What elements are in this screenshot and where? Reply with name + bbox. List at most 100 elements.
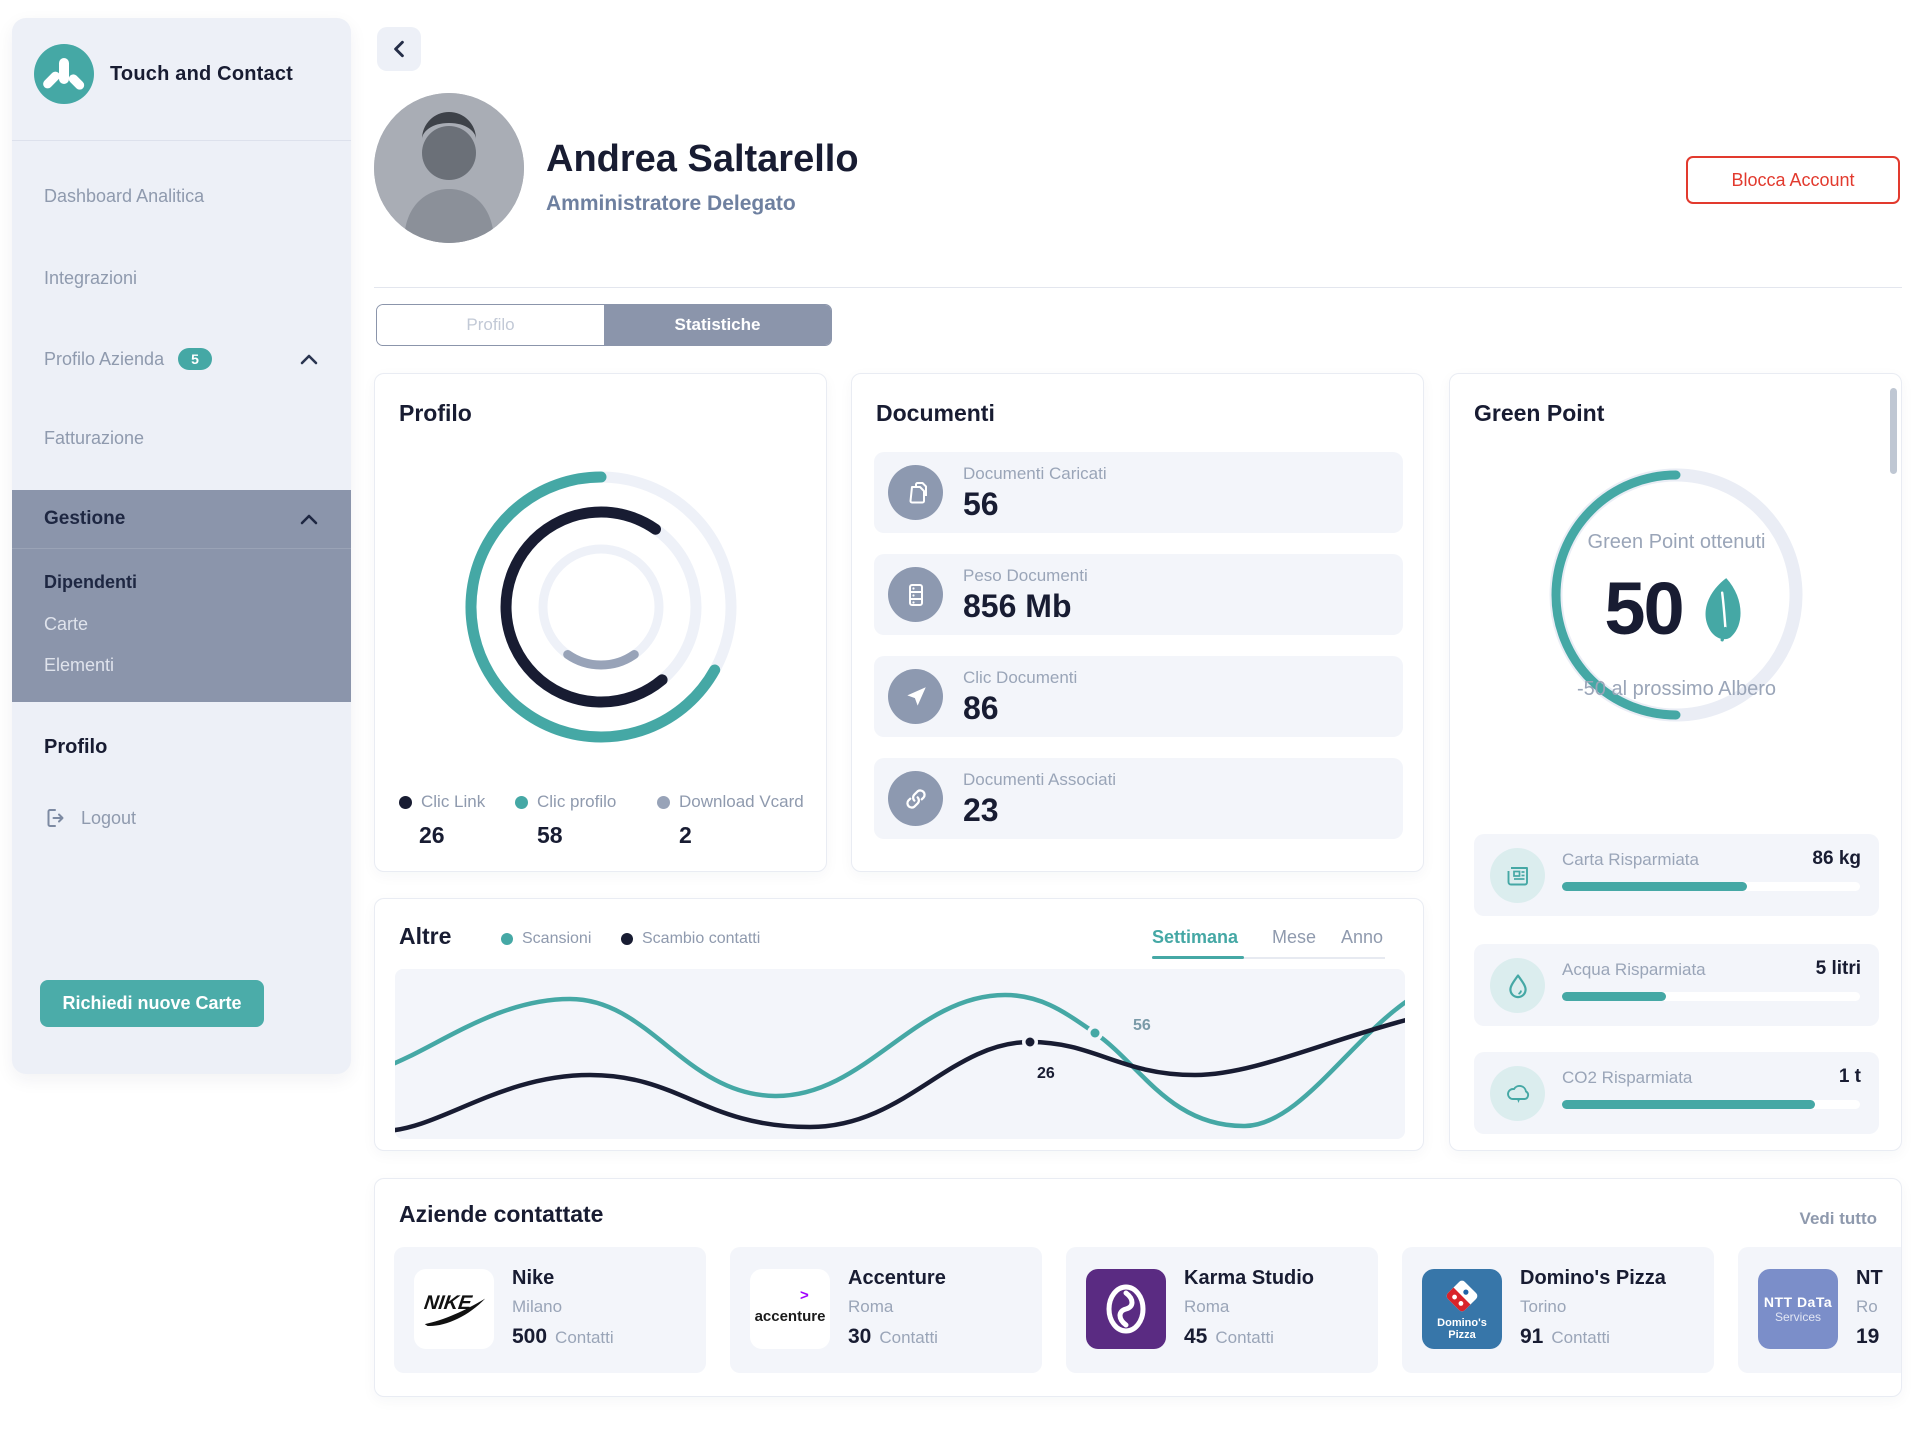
eco-row-carta: Carta Risparmiata 86 kg xyxy=(1474,834,1879,916)
legend-dot xyxy=(657,795,670,809)
request-new-cards-button[interactable]: Richiedi nuove Carte xyxy=(40,980,264,1027)
company-card-ntt-data[interactable]: NTT DaTa Services NT Ro 19 xyxy=(1738,1247,1901,1373)
stat-value: 86 xyxy=(963,690,999,726)
sidebar-item-integrazioni[interactable]: Integrazioni xyxy=(44,268,137,289)
send-icon xyxy=(888,669,943,724)
stat-label: Documenti Associati xyxy=(963,770,1117,789)
chevron-up-icon[interactable] xyxy=(300,514,318,525)
main-content: Andrea Saltarello Amministratore Delegat… xyxy=(374,0,1902,1449)
app-title: Touch and Contact xyxy=(110,62,294,85)
count-number: 30 xyxy=(848,1325,872,1348)
company-name: Nike xyxy=(512,1267,555,1289)
dominos-logo-text-2: Pizza xyxy=(1448,1329,1476,1341)
altre-card: Altre Scansioni Scambio contatti Settima… xyxy=(374,898,1424,1151)
legend-value: 26 xyxy=(419,822,445,848)
section-title: Aziende contattate xyxy=(399,1201,604,1227)
sidebar-subitem-dipendenti[interactable]: Dipendenti xyxy=(44,572,137,592)
documenti-row-peso: Peso Documenti 856 Mb xyxy=(874,554,1403,635)
company-contact-count: 91 Contatti xyxy=(1520,1325,1610,1349)
documenti-card: Documenti Documenti Caricati 56 Peso Doc… xyxy=(851,373,1424,872)
droplet-icon xyxy=(1490,958,1545,1013)
count-number: 45 xyxy=(1184,1325,1208,1348)
logout-icon xyxy=(47,809,64,827)
sidebar-item-profilo-azienda[interactable]: Profilo Azienda 5 xyxy=(44,348,212,370)
sidebar-item-label: Integrazioni xyxy=(44,268,138,288)
count-number: 91 xyxy=(1520,1325,1544,1348)
legend-label: Clic profilo xyxy=(537,792,617,811)
dominos-logo-text-1: Domino's xyxy=(1437,1317,1487,1329)
card-title: Altre xyxy=(399,923,452,949)
eco-value: 5 litri xyxy=(1815,958,1861,979)
eco-label: CO2 Risparmiata xyxy=(1562,1068,1693,1087)
logout-button[interactable]: Logout xyxy=(44,806,136,830)
legend-dot xyxy=(515,795,528,809)
documents-icon xyxy=(888,465,943,520)
touch-logo-icon xyxy=(34,44,94,104)
stat-label: Peso Documenti xyxy=(963,566,1088,585)
eco-label: Acqua Risparmiata xyxy=(1562,960,1706,979)
nike-logo-text: NIKE xyxy=(423,1292,474,1314)
count-suffix: Contatti xyxy=(1551,1328,1610,1347)
nike-logo: NIKE xyxy=(414,1269,494,1349)
sidebar-item-label: Fatturazione xyxy=(44,428,145,448)
eco-progress-fill-2 xyxy=(1562,1100,1816,1109)
eco-progress-fill-1 xyxy=(1562,992,1667,1001)
legend-item-scambio-contatti: Scambio contatti xyxy=(621,930,760,948)
legend-dot xyxy=(399,795,412,809)
sidebar-item-gestione[interactable]: Gestione xyxy=(44,508,327,530)
card-scrollbar[interactable] xyxy=(1890,388,1897,474)
period-tabs-underline xyxy=(1152,957,1385,959)
header-divider xyxy=(374,287,1902,288)
progress-track xyxy=(1562,1100,1860,1109)
page-title-user-name: Andrea Saltarello xyxy=(546,138,859,180)
accenture-logo: > accenture xyxy=(750,1269,830,1349)
sidebar-item-label: Gestione xyxy=(44,508,126,529)
company-contact-count: 19 xyxy=(1856,1325,1879,1349)
documenti-row-associati: Documenti Associati 23 xyxy=(874,758,1403,839)
company-card-accenture[interactable]: > accenture Accenture Roma 30 Contatti xyxy=(730,1247,1042,1373)
leaf-icon xyxy=(1705,577,1741,641)
company-contact-count: 45 Contatti xyxy=(1184,1325,1274,1349)
period-active-underline xyxy=(1152,956,1244,959)
profile-stats-tabs: Profilo Statistiche xyxy=(376,304,832,346)
period-tab-anno[interactable]: Anno xyxy=(1341,927,1384,947)
data-point-scansioni xyxy=(1090,1028,1100,1038)
see-all-link[interactable]: Vedi tutto xyxy=(1799,1209,1877,1228)
count-suffix: Contatti xyxy=(879,1328,938,1347)
sidebar-item-label: Profilo Azienda xyxy=(44,348,165,369)
block-account-button[interactable]: Blocca Account xyxy=(1686,156,1900,204)
legend-dot xyxy=(621,933,633,945)
legend-label: Clic Link xyxy=(421,792,486,811)
data-point-label-scambio: 26 xyxy=(1037,1065,1055,1082)
tab-profilo[interactable]: Profilo xyxy=(377,305,604,345)
data-point-scambio xyxy=(1025,1037,1035,1047)
sidebar-item-fatturazione[interactable]: Fatturazione xyxy=(44,428,144,449)
sidebar-subitem-elementi[interactable]: Elementi xyxy=(44,655,115,675)
sidebar-subitem-carte[interactable]: Carte xyxy=(44,614,89,634)
sidebar-item-dashboard-analitica[interactable]: Dashboard Analitica xyxy=(44,186,204,207)
company-city: Ro xyxy=(1856,1297,1878,1316)
eco-row-acqua: Acqua Risparmiata 5 litri xyxy=(1474,944,1879,1026)
company-name: Karma Studio xyxy=(1184,1267,1315,1289)
period-tab-mese[interactable]: Mese xyxy=(1272,927,1317,947)
profilo-card: Profilo Clic Link Clic profilo Download … xyxy=(374,373,827,872)
stat-label: Clic Documenti xyxy=(963,668,1078,687)
company-card-dominos-pizza[interactable]: Domino's Pizza Domino's Pizza Torino 91 C… xyxy=(1402,1247,1714,1373)
eco-value: 1 t xyxy=(1838,1066,1861,1087)
sidebar-group-gestione: Gestione Dipendenti Carte Elementi xyxy=(12,490,351,702)
company-card-nike[interactable]: NIKE Nike Milano 500 Contatti xyxy=(394,1247,706,1373)
company-city: Torino xyxy=(1520,1297,1567,1316)
chevron-up-icon[interactable] xyxy=(300,354,318,365)
count-number: 500 xyxy=(512,1325,548,1348)
stat-value: 23 xyxy=(963,792,999,828)
company-name: Accenture xyxy=(848,1267,946,1289)
back-button[interactable] xyxy=(377,27,421,71)
stat-value: 856 Mb xyxy=(963,588,1072,624)
period-tab-settimana[interactable]: Settimana xyxy=(1152,927,1239,947)
line-chart xyxy=(382,969,1413,1139)
dominos-logo: Domino's Pizza xyxy=(1422,1269,1502,1349)
company-card-karma-studio[interactable]: Karma Studio Roma 45 Contatti xyxy=(1066,1247,1378,1373)
tab-statistiche[interactable]: Statistiche xyxy=(604,305,831,345)
ntt-logo-text-1: NTT DaTa xyxy=(1763,1294,1833,1310)
legend-value: 2 xyxy=(679,822,692,848)
